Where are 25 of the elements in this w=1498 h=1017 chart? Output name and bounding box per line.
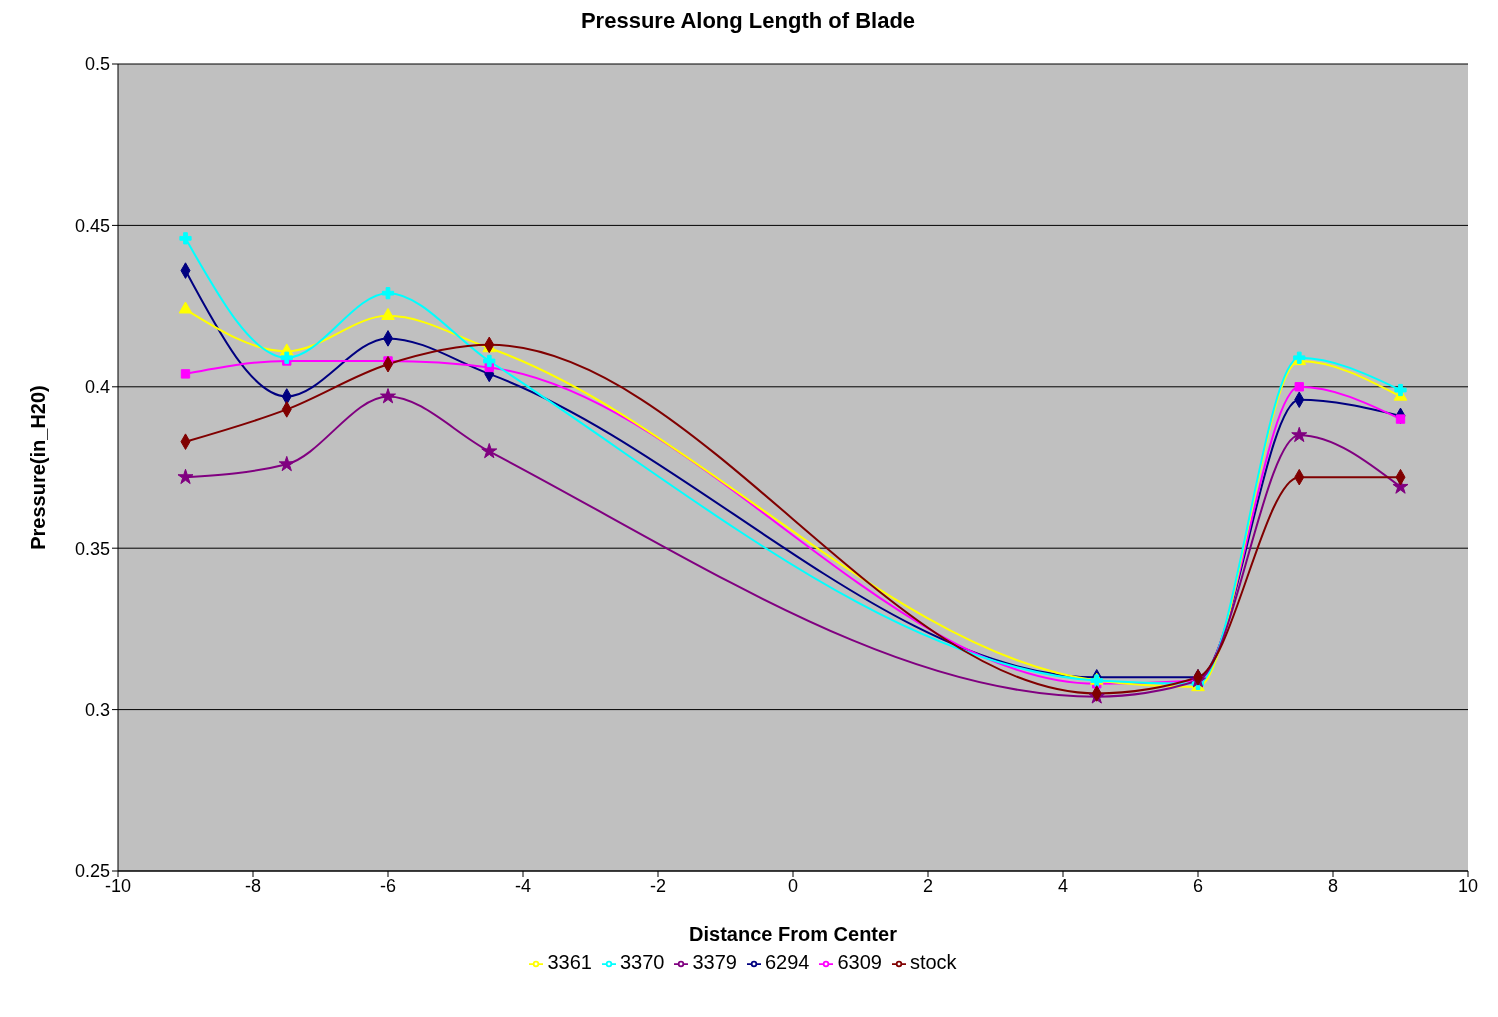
x-tick-label: -6 (379, 875, 397, 896)
x-axis-title: Distance From Center (689, 923, 898, 945)
y-tick-label: 0.25 (74, 861, 110, 882)
y-tick-label: 0.4 (84, 377, 110, 398)
y-axis-title: Pressure(in_H20) (27, 385, 50, 550)
x-tick-label: 4 (1057, 875, 1069, 896)
legend-label: 6309 (837, 951, 882, 973)
legend-label: 3379 (692, 951, 737, 973)
y-tick-label: 0.35 (74, 538, 110, 559)
x-tick-label: 8 (1327, 875, 1339, 896)
y-tick-label: 0.45 (74, 215, 110, 236)
x-tick-label: 6 (1192, 875, 1204, 896)
x-tick-label: -4 (514, 875, 532, 896)
x-tick-label: 2 (922, 875, 934, 896)
chart-title: Pressure Along Length of Blade (579, 8, 917, 34)
legend-label: stock (909, 951, 957, 973)
x-tick-label: 0 (787, 875, 799, 896)
x-tick-label: -2 (649, 875, 667, 896)
legend-label: 3361 (547, 951, 592, 973)
x-tick-label: -8 (244, 875, 262, 896)
x-tick-label: 10 (1457, 875, 1479, 896)
legend-label: 6294 (764, 951, 810, 973)
y-tick-label: 0.3 (84, 699, 110, 720)
legend-label: 3370 (619, 951, 665, 973)
y-tick-label: 0.5 (84, 54, 110, 75)
